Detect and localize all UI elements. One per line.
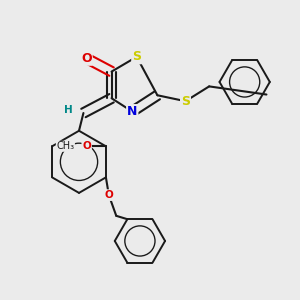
Text: S: S — [181, 95, 190, 108]
Text: O: O — [81, 52, 92, 65]
Text: H: H — [64, 105, 72, 115]
Text: O: O — [82, 141, 91, 151]
Text: S: S — [132, 50, 141, 63]
Text: O: O — [104, 190, 113, 200]
Text: N: N — [127, 105, 137, 118]
Text: CH₃: CH₃ — [56, 141, 74, 151]
